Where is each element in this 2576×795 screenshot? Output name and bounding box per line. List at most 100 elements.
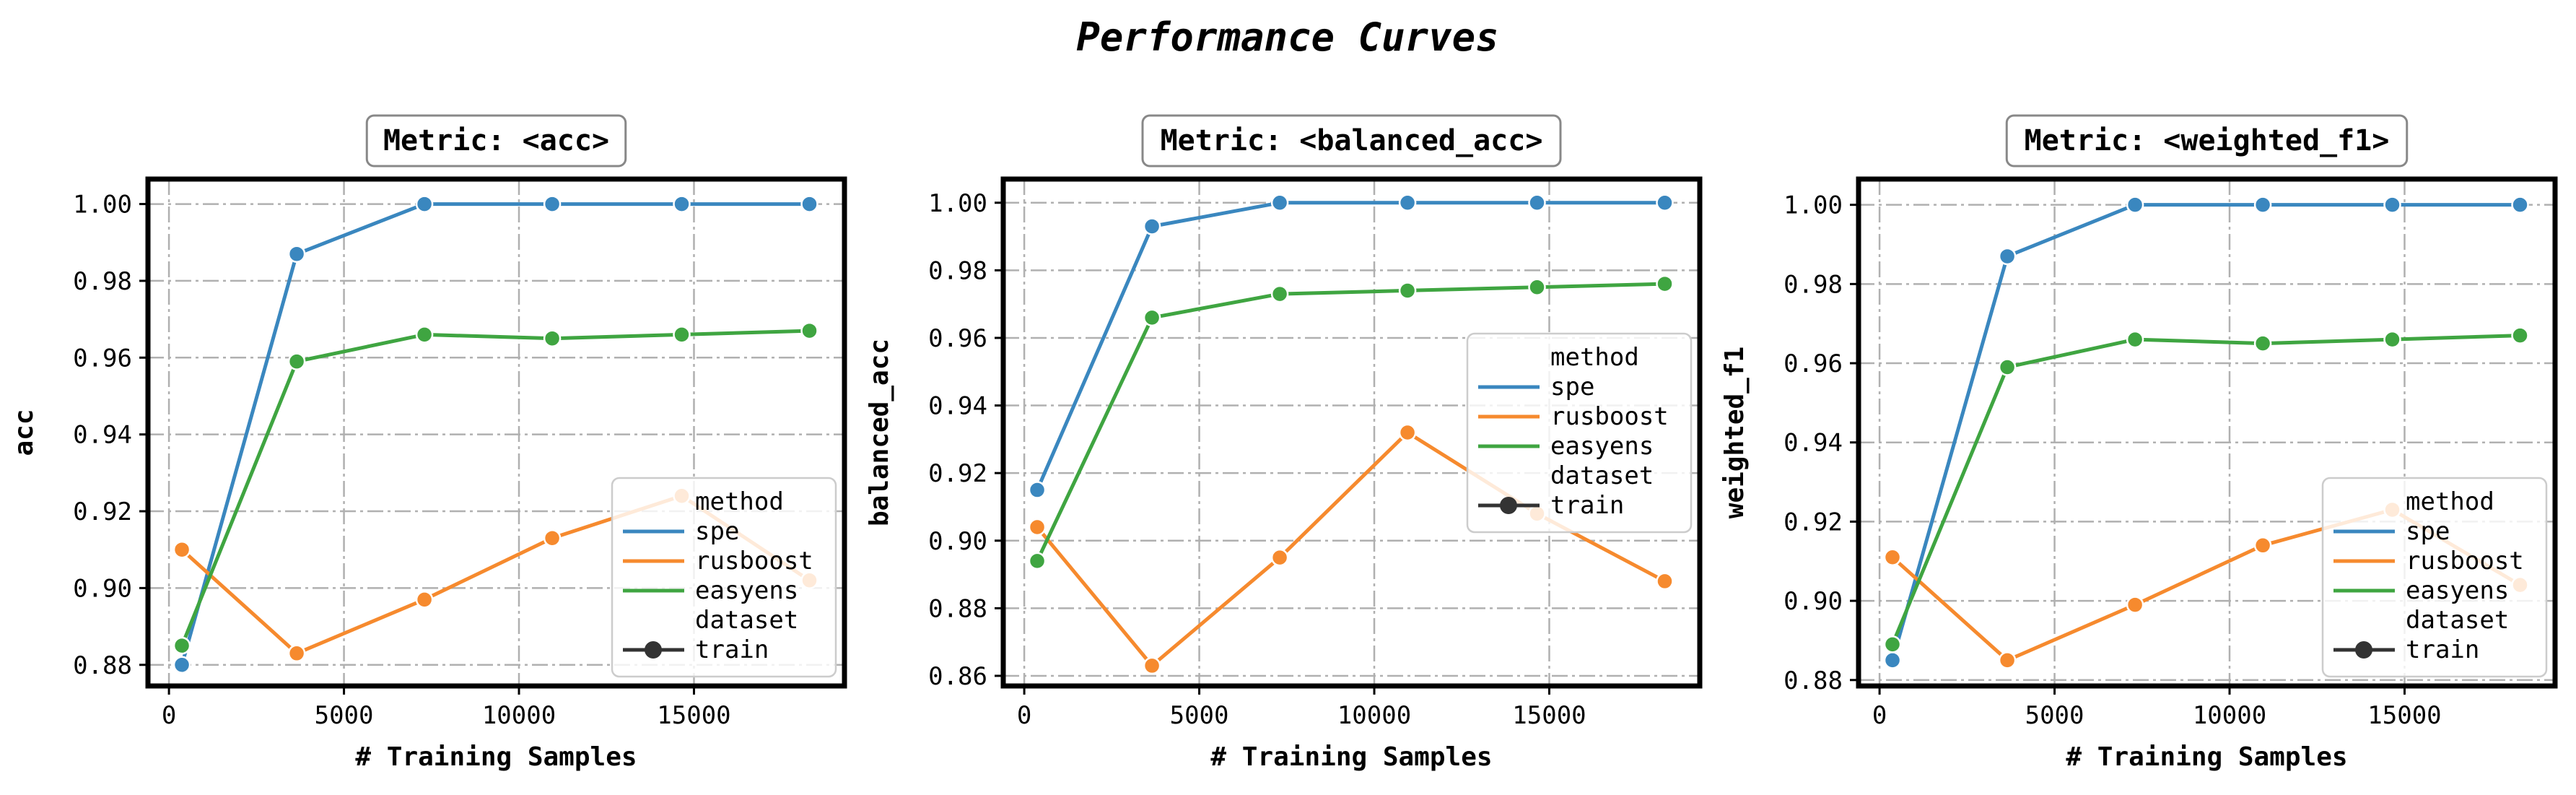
- y-tick-label: 0.98: [928, 256, 987, 285]
- x-tick-label: 5000: [2025, 701, 2084, 730]
- legend-frame: [1466, 332, 1693, 534]
- series-line-easyens: [1035, 282, 1665, 562]
- y-tick-label: 0.86: [928, 662, 987, 691]
- x-tick-label: 5000: [1170, 701, 1229, 730]
- chart-panel-2: 0 5000 10000 15000 0.86 0.88 0.90 0.92 0.94 0.96 0…: [865, 114, 1703, 772]
- data-point-spe: [2126, 196, 2144, 214]
- y-tick-label: 0.94: [1783, 429, 1843, 458]
- data-point-spe: [1998, 247, 2017, 266]
- data-point-easyens: [1143, 308, 1161, 327]
- panel-title: Metric: <acc>: [383, 124, 609, 157]
- chart-panel-3: 0 5000 10000 15000 0.88 0.90 0.92 0.94 0.96 0.98 1…: [1720, 114, 2558, 772]
- x-axis-label: # Training Samples: [1210, 742, 1492, 772]
- data-point-rusboost: [1883, 548, 1902, 567]
- data-point-easyens: [1398, 282, 1417, 300]
- panel-title-frame: [1141, 114, 1562, 168]
- panel-title: Metric: <balanced_acc>: [1161, 124, 1543, 157]
- x-tick-label: 5000: [315, 701, 374, 730]
- y-tick-label: 0.88: [1783, 666, 1843, 695]
- data-point-rusboost: [543, 529, 562, 547]
- y-tick-label: 0.92: [928, 459, 987, 488]
- legend-entry-rusboost: rusboost: [1550, 402, 1669, 431]
- chart-panel-1: 0 5000 10000 15000 0.88 0.90 0.92 0.94 0.96 0.98 1…: [9, 114, 847, 772]
- data-point-spe: [1656, 194, 1674, 212]
- data-point-easyens: [173, 636, 191, 655]
- y-tick-label: 1.00: [73, 191, 132, 220]
- data-point-rusboost: [1270, 548, 1289, 567]
- data-point-spe: [1883, 651, 1902, 669]
- data-point-spe: [1028, 481, 1047, 499]
- x-axis-label: # Training Samples: [2066, 742, 2347, 772]
- series-line-easyens: [180, 329, 810, 647]
- figure-title: Performance Curves: [1076, 14, 1498, 60]
- legend-entry-spe: spe: [2406, 517, 2450, 546]
- data-point-rusboost: [2126, 596, 2144, 614]
- chart-panels: 0 5000 10000 15000 0.88 0.90 0.92 0.94 0.96 0.98 1…: [9, 114, 2558, 772]
- legend-swatch-train-marker: [2355, 641, 2372, 659]
- data-point-easyens: [673, 326, 691, 344]
- legend-title-method: method: [695, 487, 784, 516]
- legend-title-dataset: dataset: [695, 606, 798, 635]
- data-point-spe: [673, 195, 691, 213]
- y-axis-label: acc: [9, 409, 39, 456]
- legend-title-dataset: dataset: [2406, 606, 2509, 635]
- panel-title-box: Metric: <weighted_f1>: [2005, 114, 2409, 168]
- legend-entry-rusboost: rusboost: [695, 547, 813, 575]
- series-line-easyens: [1890, 334, 2520, 646]
- data-point-easyens: [2126, 330, 2144, 349]
- data-point-easyens: [2511, 326, 2529, 344]
- legend-frame: [611, 477, 837, 678]
- series-spe: [1883, 196, 2529, 669]
- series-line-spe: [1890, 203, 2520, 661]
- y-tick-label: 0.90: [1783, 587, 1843, 616]
- data-point-easyens: [1998, 358, 2017, 376]
- axes-frame: [1000, 176, 1703, 689]
- legend-entry-train: train: [2406, 635, 2479, 664]
- legend-entry-easyens: easyens: [695, 576, 798, 605]
- data-point-spe: [1270, 194, 1289, 212]
- x-tick-label: 15000: [657, 701, 730, 730]
- data-point-rusboost: [1398, 423, 1417, 442]
- data-point-easyens: [1270, 284, 1289, 303]
- data-point-easyens: [800, 321, 818, 340]
- y-axis-label: balanced_acc: [865, 339, 894, 526]
- y-tick-label: 0.88: [928, 594, 987, 623]
- legend-title-dataset: dataset: [1550, 461, 1654, 490]
- y-tick-label: 0.98: [1783, 270, 1843, 299]
- data-point-rusboost: [415, 591, 434, 609]
- legend-entry-easyens: easyens: [2406, 576, 2509, 605]
- data-point-easyens: [287, 352, 306, 370]
- legend-title-method: method: [1550, 343, 1639, 372]
- data-point-easyens: [2253, 334, 2272, 352]
- y-tick-label: 0.90: [73, 574, 132, 603]
- data-point-rusboost: [1028, 518, 1047, 536]
- data-point-easyens: [2383, 330, 2401, 349]
- data-point-easyens: [1528, 278, 1546, 297]
- legend-entry-rusboost: rusboost: [2406, 547, 2524, 575]
- y-tick-label: 0.92: [1783, 508, 1843, 536]
- y-tick-label: 0.96: [1783, 349, 1843, 378]
- series-easyens: [173, 321, 818, 655]
- data-point-rusboost: [287, 644, 306, 663]
- x-axis-label: # Training Samples: [355, 742, 637, 772]
- y-tick-label: 0.98: [73, 267, 132, 296]
- data-point-rusboost: [2253, 536, 2272, 555]
- legend-entry-spe: spe: [1550, 373, 1594, 401]
- panel-title-box: Metric: <acc>: [365, 114, 627, 168]
- panel-title: Metric: <weighted_f1>: [2025, 124, 2390, 157]
- panel-title-box: Metric: <balanced_acc>: [1141, 114, 1562, 168]
- series-easyens: [1883, 326, 2529, 653]
- x-tick-label: 15000: [1512, 701, 1586, 730]
- data-point-spe: [2511, 196, 2529, 214]
- data-point-spe: [173, 656, 191, 674]
- y-tick-label: 0.92: [73, 498, 132, 526]
- series-spe: [1028, 194, 1674, 499]
- x-tick-label: 10000: [1337, 701, 1411, 730]
- legend-entry-easyens: easyens: [1550, 432, 1654, 461]
- y-tick-label: 0.96: [73, 344, 132, 373]
- data-point-easyens: [1656, 274, 1674, 293]
- y-tick-label: 0.94: [928, 392, 987, 421]
